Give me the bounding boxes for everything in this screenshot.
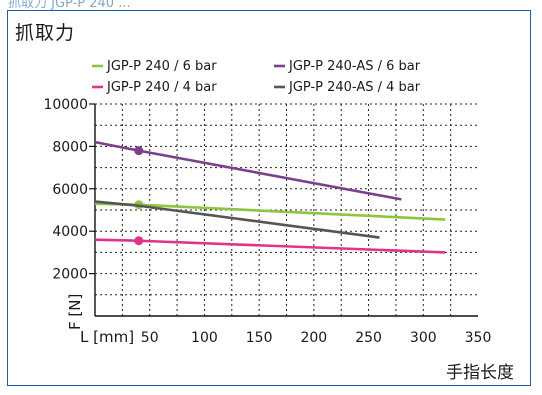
series-marker-3 <box>134 236 144 246</box>
chart-title: 抓取力 <box>15 22 76 44</box>
y-tick-label: 8000 <box>52 139 88 155</box>
x-axis-name: 手指长度 <box>446 363 514 383</box>
x-tick-label: 150 <box>246 330 273 346</box>
y-axis-label: F [N] <box>66 294 84 330</box>
x-tick-label: 250 <box>355 330 382 346</box>
y-tick-label: 6000 <box>52 182 88 198</box>
legend-label-1: JGP-P 240 / 6 bar <box>106 59 217 74</box>
x-tick-label: 350 <box>465 330 492 346</box>
clipped-header-text: 抓取力 JGP-P 240 ... <box>8 0 131 11</box>
legend-label-2: JGP-P 240-AS / 6 bar <box>288 59 421 74</box>
y-tick-label: 2000 <box>52 267 88 283</box>
x-tick-label: 300 <box>410 330 437 346</box>
series-line-4 <box>94 200 380 239</box>
x-axis-label: L [mm] <box>80 328 134 346</box>
x-tick-label: 200 <box>300 330 327 346</box>
x-tick-label: 100 <box>191 330 218 346</box>
y-tick-label: 10000 <box>43 97 88 113</box>
legend-label-3: JGP-P 240 / 4 bar <box>106 80 217 95</box>
legend-label-4: JGP-P 240-AS / 4 bar <box>288 80 421 95</box>
series-line-3 <box>94 238 446 254</box>
y-tick-label: 4000 <box>52 224 88 240</box>
clipped-header-strip: 抓取力 JGP-P 240 ... <box>0 0 542 11</box>
x-tick-label: 50 <box>141 330 159 346</box>
series-marker-2 <box>134 146 144 156</box>
